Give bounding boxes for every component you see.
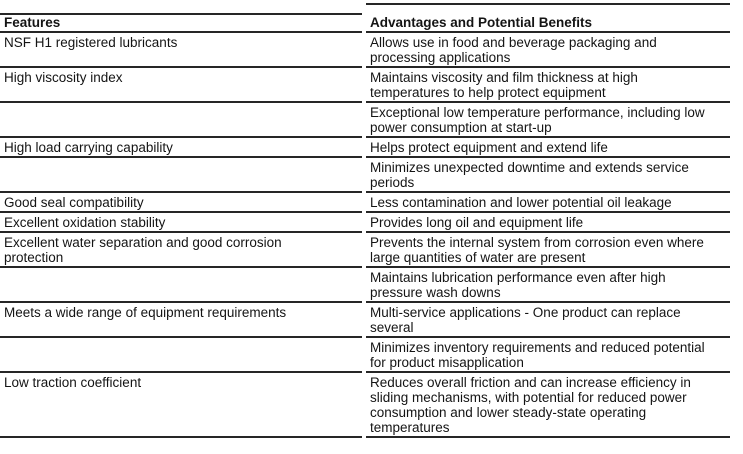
- feature-cell: Meets a wide range of equipment requirem…: [0, 303, 362, 338]
- benefit-cell: Helps protect equipment and extend life: [366, 138, 730, 158]
- benefit-cell: Minimizes unexpected downtime and extend…: [366, 158, 730, 193]
- features-benefits-table: Features Advantages and Potential Benefi…: [0, 3, 730, 438]
- feature-cell: Excellent water separation and good corr…: [0, 233, 362, 268]
- feature-cell: [0, 103, 362, 138]
- feature-cell: Low traction coefficient: [0, 373, 362, 438]
- benefit-cell: Prevents the internal system from corros…: [366, 233, 730, 268]
- feature-cell: Good seal compatibility: [0, 193, 362, 213]
- feature-cell: High load carrying capability: [0, 138, 362, 158]
- benefit-cell: Minimizes inventory requirements and red…: [366, 338, 730, 373]
- benefit-cell: Allows use in food and beverage packagin…: [366, 33, 730, 68]
- benefit-cell: Less contamination and lower potential o…: [366, 193, 730, 213]
- column-header-features: Features: [0, 14, 362, 33]
- feature-cell: High viscosity index: [0, 68, 362, 103]
- benefit-cell: Reduces overall friction and can increas…: [366, 373, 730, 438]
- feature-cell: Excellent oxidation stability: [0, 213, 362, 233]
- benefit-cell: Exceptional low temperature performance,…: [366, 103, 730, 138]
- benefit-cell: Multi-service applications - One product…: [366, 303, 730, 338]
- feature-cell: NSF H1 registered lubricants: [0, 33, 362, 68]
- benefit-cell: Provides long oil and equipment life: [366, 213, 730, 233]
- feature-cell: [0, 338, 362, 373]
- feature-cell: [0, 268, 362, 303]
- benefit-cell: Maintains lubrication performance even a…: [366, 268, 730, 303]
- table-grid: Features Advantages and Potential Benefi…: [0, 14, 730, 438]
- feature-cell: [0, 158, 362, 193]
- benefit-cell: Maintains viscosity and film thickness a…: [366, 68, 730, 103]
- column-header-benefits: Advantages and Potential Benefits: [366, 14, 730, 33]
- table-top-border-right: [366, 3, 730, 5]
- table-top-border-left: [0, 13, 362, 15]
